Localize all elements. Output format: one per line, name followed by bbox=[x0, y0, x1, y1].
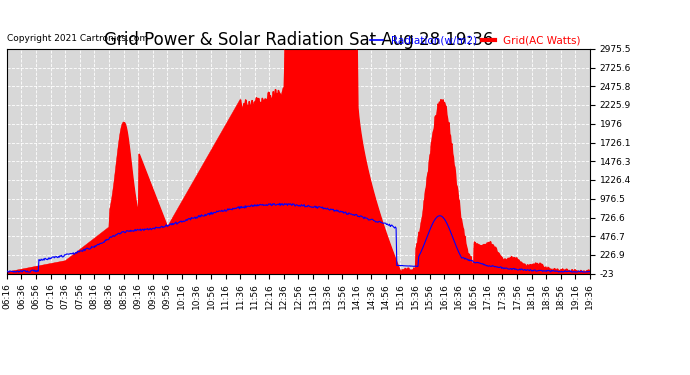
Text: Copyright 2021 Cartronics.com: Copyright 2021 Cartronics.com bbox=[7, 34, 148, 43]
Title: Grid Power & Solar Radiation Sat Aug 28 19:36: Grid Power & Solar Radiation Sat Aug 28 … bbox=[104, 31, 493, 49]
Legend: Radiation(w/m2), Grid(AC Watts): Radiation(w/m2), Grid(AC Watts) bbox=[366, 32, 584, 50]
